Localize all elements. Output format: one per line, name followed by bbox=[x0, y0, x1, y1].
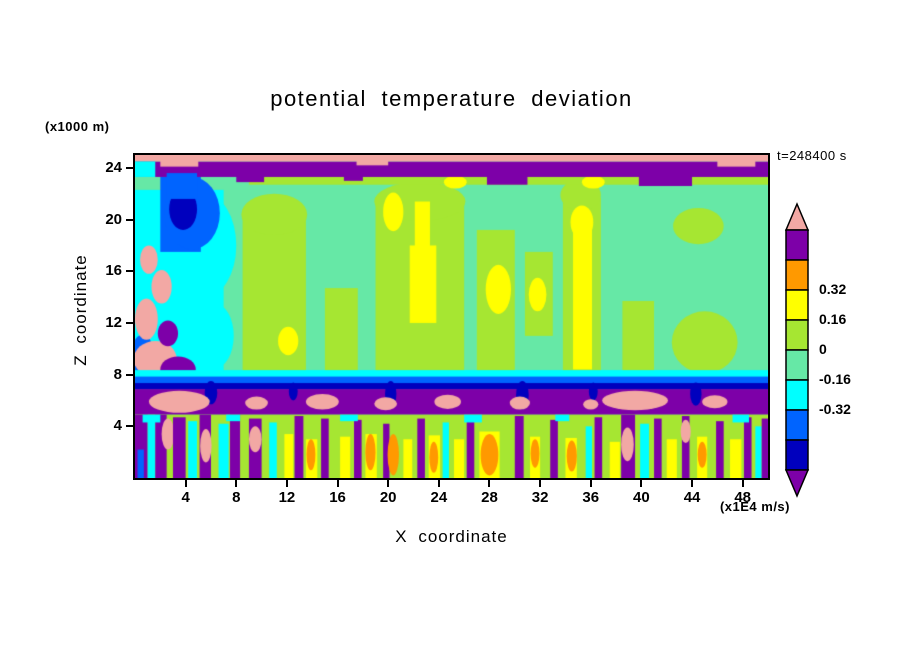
x-tick-mark bbox=[336, 480, 339, 487]
z-tick-mark bbox=[126, 321, 133, 324]
heatmap-canvas bbox=[135, 155, 768, 478]
x-tick-mark bbox=[488, 480, 491, 487]
colorbar-label: 0 bbox=[819, 341, 827, 357]
z-axis-label: Z coordinate bbox=[71, 254, 90, 366]
x-tick-label: 48 bbox=[734, 489, 752, 506]
x-tick-mark bbox=[741, 480, 744, 487]
x-tick-mark bbox=[387, 480, 390, 487]
x-tick-mark bbox=[285, 480, 288, 487]
z-tick-mark bbox=[126, 373, 133, 376]
x-axis-units: (x1E4 m/s) bbox=[719, 499, 790, 514]
z-tick-label: 12 bbox=[105, 313, 122, 331]
x-tick-mark bbox=[184, 480, 187, 487]
x-tick-mark bbox=[691, 480, 694, 487]
z-tick-mark bbox=[126, 166, 133, 169]
chart-title: potential temperature deviation bbox=[270, 86, 633, 111]
x-tick-mark bbox=[235, 480, 238, 487]
x-tick-label: 4 bbox=[181, 489, 190, 506]
z-axis-units: (x1000 m) bbox=[45, 119, 110, 134]
x-tick-label: 16 bbox=[329, 489, 346, 506]
x-tick-label: 24 bbox=[430, 489, 448, 506]
z-tick-mark bbox=[126, 218, 133, 221]
colorbar-svg bbox=[784, 202, 810, 498]
z-tick-mark bbox=[126, 270, 133, 273]
colorbar-label: -0.32 bbox=[819, 401, 851, 417]
z-tick-label: 4 bbox=[113, 417, 122, 435]
z-tick-mark bbox=[126, 425, 133, 428]
x-tick-mark bbox=[640, 480, 643, 487]
x-tick-label: 40 bbox=[633, 489, 650, 506]
z-tick-label: 16 bbox=[105, 262, 122, 280]
x-tick-mark bbox=[437, 480, 440, 487]
x-tick-label: 20 bbox=[379, 489, 397, 506]
x-tick-mark bbox=[589, 480, 592, 487]
z-tick-label: 8 bbox=[113, 365, 122, 383]
x-axis-label: X coordinate bbox=[395, 527, 508, 546]
colorbar: 0.32 0.16 0 -0.16 -0.32 bbox=[783, 202, 863, 502]
x-tick-label: 36 bbox=[582, 489, 600, 506]
z-tick-label: 24 bbox=[105, 158, 122, 176]
x-tick-label: 28 bbox=[481, 489, 498, 506]
colorbar-label: 0.16 bbox=[819, 311, 847, 327]
plot-frame bbox=[133, 153, 770, 480]
x-tick-label: 32 bbox=[531, 489, 549, 506]
x-tick-mark bbox=[539, 480, 542, 487]
colorbar-label: 0.32 bbox=[819, 281, 847, 297]
x-tick-label: 44 bbox=[683, 489, 701, 506]
x-tick-label: 8 bbox=[232, 489, 241, 506]
time-annotation: t=248400 s bbox=[777, 148, 847, 163]
x-tick-label: 12 bbox=[278, 489, 296, 506]
colorbar-label: -0.16 bbox=[819, 371, 851, 387]
z-tick-label: 20 bbox=[105, 210, 122, 228]
